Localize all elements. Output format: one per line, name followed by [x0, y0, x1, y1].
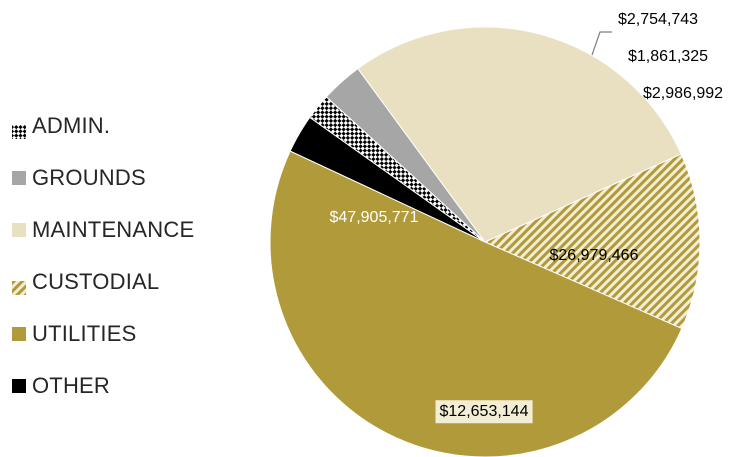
legend-label-custodial: CUSTODIAL: [32, 269, 160, 294]
slice-label-custodial: $12,653,144: [440, 403, 529, 420]
legend-item-grounds: GROUNDS: [12, 152, 242, 204]
legend-swatch-admin: [12, 119, 26, 139]
pie-slice-maintenance: [357, 26, 682, 243]
slice-label-grounds: $2,986,992: [643, 85, 723, 102]
leader-line-other: [591, 31, 612, 56]
leader-lines: [591, 31, 612, 56]
legend-label-admin: ADMIN.: [32, 113, 111, 138]
legend-item-custodial: CUSTODIAL: [12, 256, 242, 308]
legend-label-utilities: UTILITIES: [32, 321, 137, 346]
legend-label-other: OTHER: [32, 373, 110, 398]
legend-swatch-utilities: [12, 327, 26, 341]
legend: ADMIN. GROUNDS MAINTENANCE CUSTODIAL UTI…: [12, 100, 242, 412]
legend-item-other: OTHER: [12, 360, 242, 412]
legend-item-admin: ADMIN.: [12, 100, 242, 152]
slice-label-utilities: $47,905,771: [330, 209, 419, 226]
legend-item-maintenance: MAINTENANCE: [12, 204, 242, 256]
slice-label-box-custodial: [435, 400, 533, 424]
legend-swatch-custodial: [12, 275, 26, 295]
slice-label-admin: $1,861,325: [628, 48, 708, 65]
pie-slice-custodial: [483, 153, 701, 330]
legend-swatch-maintenance: [12, 223, 26, 237]
legend-item-utilities: UTILITIES: [12, 308, 242, 360]
legend-swatch-grounds: [12, 171, 26, 185]
legend-label-grounds: GROUNDS: [32, 165, 146, 190]
legend-label-maintenance: MAINTENANCE: [32, 217, 195, 242]
pie-slice-utilities: [269, 150, 683, 457]
slice-label-other: $2,754,743: [618, 11, 698, 28]
legend-swatch-other: [12, 379, 26, 393]
pie-slices: [269, 26, 701, 457]
slice-label-maintenance: $26,979,466: [550, 247, 639, 264]
slice-labels: $2,754,743 $1,861,325 $2,986,992 $26,979,46…: [330, 11, 723, 424]
